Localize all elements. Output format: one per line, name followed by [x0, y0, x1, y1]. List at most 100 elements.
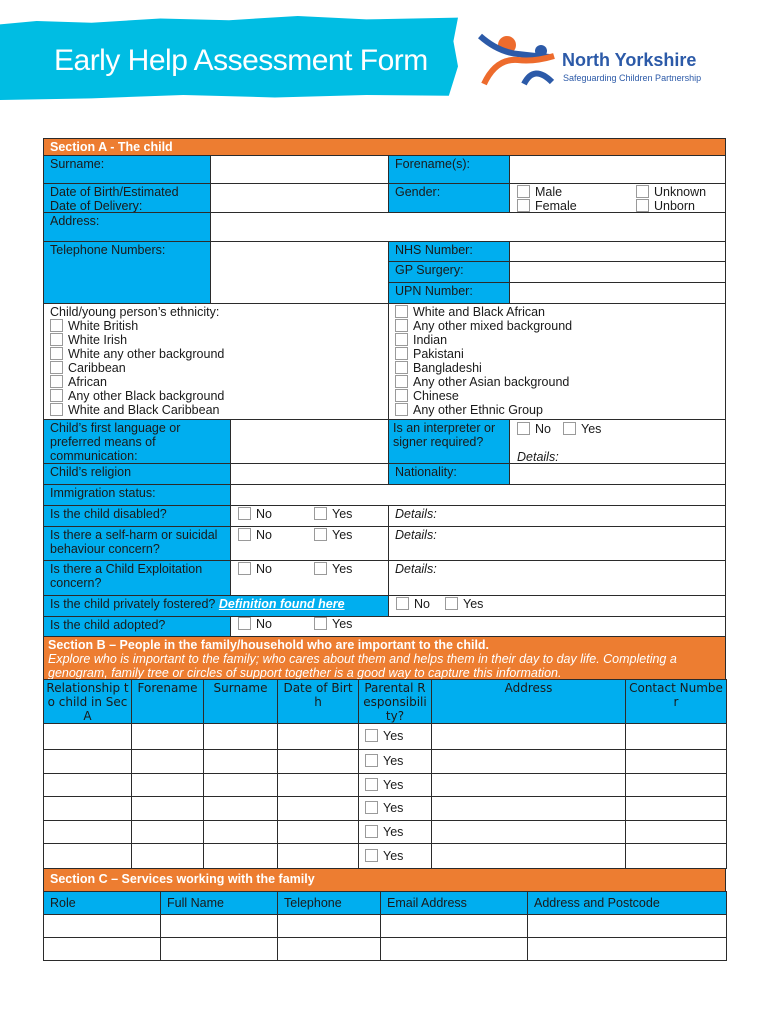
interpreter-details[interactable]: Details: — [517, 450, 559, 464]
section-b-cell[interactable] — [203, 773, 278, 797]
section-c-cell[interactable] — [527, 937, 727, 961]
section-b-cell[interactable] — [131, 843, 204, 869]
checkbox[interactable] — [50, 333, 63, 346]
parental-responsibility-yes[interactable]: Yes — [365, 729, 403, 743]
checkbox[interactable] — [365, 729, 378, 742]
section-c-cell[interactable] — [380, 914, 528, 938]
section-c-cell[interactable] — [43, 914, 161, 938]
forename-input[interactable] — [509, 155, 726, 184]
religion-input[interactable] — [230, 463, 389, 485]
section-c-cell[interactable] — [527, 914, 727, 938]
section-b-cell[interactable] — [277, 843, 359, 869]
surname-input[interactable] — [210, 155, 389, 184]
section-b-cell[interactable] — [203, 820, 278, 844]
exploitation-details[interactable]: Details: — [388, 560, 726, 596]
checkbox[interactable] — [395, 333, 408, 346]
checkbox[interactable] — [395, 305, 408, 318]
checkbox[interactable] — [395, 347, 408, 360]
checkbox[interactable] — [314, 507, 327, 520]
ethnicity-option[interactable]: White Irish — [50, 333, 382, 347]
checkbox[interactable] — [636, 199, 649, 212]
disabled-yes[interactable]: Yes — [314, 507, 352, 521]
checkbox[interactable] — [517, 199, 530, 212]
section-c-cell[interactable] — [160, 914, 278, 938]
section-b-cell[interactable] — [431, 820, 626, 844]
section-b-cell[interactable] — [625, 843, 727, 869]
section-b-cell[interactable] — [277, 820, 359, 844]
ethnicity-option[interactable]: White any other background — [50, 347, 382, 361]
parental-responsibility-yes[interactable]: Yes — [365, 848, 403, 863]
section-b-cell[interactable] — [43, 796, 132, 821]
definition-link[interactable]: Definition found here — [218, 597, 345, 611]
checkbox[interactable] — [314, 617, 327, 630]
selfharm-yes[interactable]: Yes — [314, 528, 352, 542]
ethnicity-option[interactable]: Chinese — [395, 389, 719, 403]
parental-responsibility-yes[interactable]: Yes — [365, 754, 403, 768]
parental-responsibility-yes[interactable]: Yes — [365, 801, 403, 815]
checkbox[interactable] — [50, 361, 63, 374]
ethnicity-option[interactable]: Caribbean — [50, 361, 382, 375]
checkbox[interactable] — [563, 422, 576, 435]
interpreter-no[interactable]: No — [517, 422, 551, 436]
gender-female[interactable]: Female — [517, 199, 577, 212]
section-b-cell[interactable] — [625, 796, 727, 821]
gender-unborn[interactable]: Unborn — [636, 199, 695, 212]
selfharm-no[interactable]: No — [238, 528, 272, 542]
section-c-cell[interactable] — [43, 937, 161, 961]
section-b-cell[interactable] — [625, 773, 727, 797]
ethnicity-option[interactable]: African — [50, 375, 382, 389]
section-b-cell[interactable]: Yes — [358, 723, 432, 750]
checkbox[interactable] — [238, 617, 251, 630]
fostered-yes[interactable]: Yes — [445, 597, 483, 611]
section-b-cell[interactable] — [131, 749, 204, 774]
section-b-cell[interactable] — [131, 820, 204, 844]
section-b-cell[interactable]: Yes — [358, 749, 432, 774]
ethnicity-option[interactable]: Any other Black background — [50, 389, 382, 403]
checkbox[interactable] — [50, 347, 63, 360]
ethnicity-option[interactable]: White and Black Caribbean — [50, 403, 382, 417]
immigration-input[interactable] — [230, 484, 726, 506]
checkbox[interactable] — [238, 507, 251, 520]
section-b-cell[interactable] — [625, 723, 727, 750]
section-b-cell[interactable] — [277, 749, 359, 774]
ethnicity-option[interactable]: Bangladeshi — [395, 361, 719, 375]
adopted-no[interactable]: No — [238, 617, 272, 631]
checkbox[interactable] — [517, 422, 530, 435]
checkbox[interactable] — [50, 375, 63, 388]
checkbox[interactable] — [314, 562, 327, 575]
disabled-details[interactable]: Details: — [388, 505, 726, 527]
section-b-cell[interactable] — [43, 773, 132, 797]
parental-responsibility-yes[interactable]: Yes — [365, 777, 403, 792]
section-c-cell[interactable] — [160, 937, 278, 961]
checkbox[interactable] — [395, 319, 408, 332]
gender-unknown[interactable]: Unknown — [636, 185, 706, 199]
checkbox[interactable] — [365, 801, 378, 814]
checkbox[interactable] — [365, 824, 378, 838]
checkbox[interactable] — [314, 528, 327, 541]
ethnicity-option[interactable]: Any other Asian background — [395, 375, 719, 389]
section-b-cell[interactable] — [277, 773, 359, 797]
checkbox[interactable] — [517, 185, 530, 198]
ethnicity-option[interactable]: Any other Ethnic Group — [395, 403, 719, 417]
ethnicity-option[interactable]: Pakistani — [395, 347, 719, 361]
section-c-cell[interactable] — [380, 937, 528, 961]
section-b-cell[interactable] — [43, 820, 132, 844]
section-b-cell[interactable] — [431, 796, 626, 821]
checkbox[interactable] — [50, 389, 63, 402]
checkbox[interactable] — [636, 185, 649, 198]
checkbox[interactable] — [238, 562, 251, 575]
section-c-cell[interactable] — [277, 914, 381, 938]
upn-input[interactable] — [509, 282, 726, 304]
checkbox[interactable] — [238, 528, 251, 541]
language-input[interactable] — [230, 419, 389, 464]
parental-responsibility-yes[interactable]: Yes — [365, 824, 403, 839]
exploitation-yes[interactable]: Yes — [314, 562, 352, 576]
ethnicity-option[interactable]: White and Black African — [395, 305, 719, 319]
section-b-cell[interactable] — [277, 723, 359, 750]
section-b-cell[interactable] — [131, 723, 204, 750]
checkbox[interactable] — [50, 319, 63, 332]
nationality-input[interactable] — [509, 463, 726, 485]
ethnicity-option[interactable]: Any other mixed background — [395, 319, 719, 333]
checkbox[interactable] — [396, 597, 409, 610]
section-b-cell[interactable] — [431, 773, 626, 797]
